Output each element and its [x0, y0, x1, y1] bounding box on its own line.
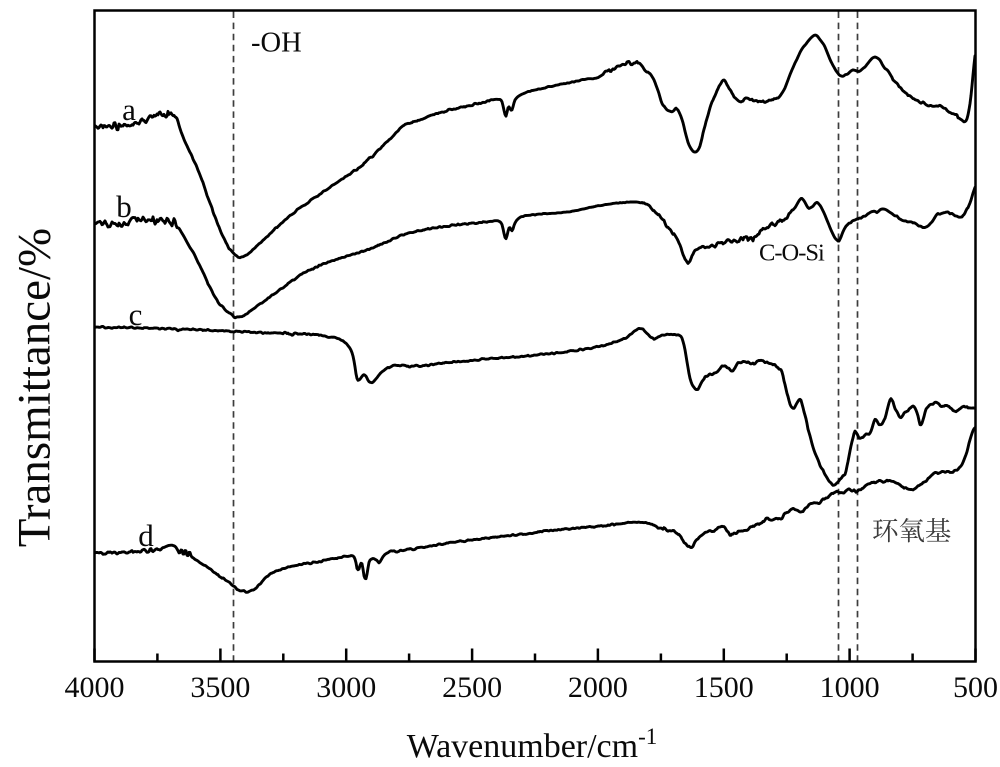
svg-text:a: a — [122, 92, 136, 127]
svg-text:3000: 3000 — [316, 671, 376, 704]
svg-text:2500: 2500 — [442, 671, 502, 704]
svg-text:Transmittance/%: Transmittance/% — [9, 228, 61, 547]
svg-text:3500: 3500 — [190, 671, 250, 704]
svg-text:1000: 1000 — [820, 671, 880, 704]
svg-text:4000: 4000 — [65, 671, 125, 704]
svg-text:d: d — [138, 518, 154, 553]
svg-text:b: b — [116, 189, 132, 224]
svg-text:1500: 1500 — [694, 671, 754, 704]
svg-text:500: 500 — [953, 671, 998, 704]
svg-text:Wavenumber/cm-1: Wavenumber/cm-1 — [407, 724, 658, 765]
svg-text:c: c — [129, 297, 143, 332]
svg-text:-OH: -OH — [251, 28, 302, 59]
svg-text:C-O-Si: C-O-Si — [759, 240, 825, 267]
svg-text:2000: 2000 — [568, 671, 628, 704]
